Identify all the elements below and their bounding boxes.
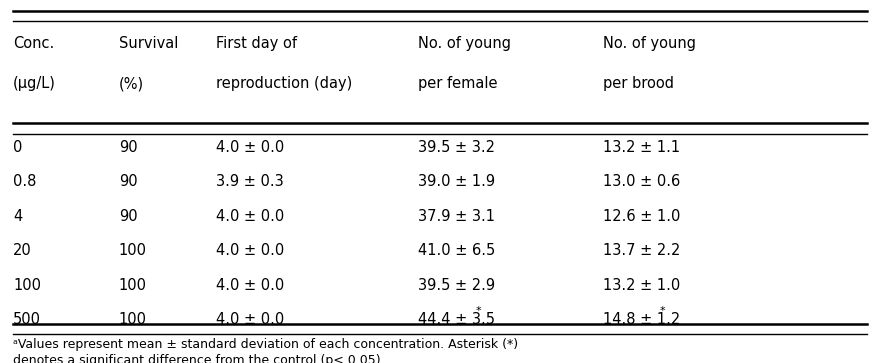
Text: denotes a significant difference from the control (p< 0.05).: denotes a significant difference from th…: [13, 354, 385, 363]
Text: 4.0 ± 0.0: 4.0 ± 0.0: [216, 140, 284, 155]
Text: 39.5 ± 3.2: 39.5 ± 3.2: [418, 140, 495, 155]
Text: 13.2 ± 1.1: 13.2 ± 1.1: [603, 140, 680, 155]
Text: ᵃValues represent mean ± standard deviation of each concentration. Asterisk (*): ᵃValues represent mean ± standard deviat…: [13, 338, 518, 351]
Text: 13.7 ± 2.2: 13.7 ± 2.2: [603, 243, 680, 258]
Text: 100: 100: [119, 278, 147, 293]
Text: 4.0 ± 0.0: 4.0 ± 0.0: [216, 243, 284, 258]
Text: (%): (%): [119, 76, 144, 91]
Text: 90: 90: [119, 174, 137, 189]
Text: 14.8 ± 1.2: 14.8 ± 1.2: [603, 312, 680, 327]
Text: 0: 0: [13, 140, 23, 155]
Text: 4.0 ± 0.0: 4.0 ± 0.0: [216, 312, 284, 327]
Text: 39.5 ± 2.9: 39.5 ± 2.9: [418, 278, 495, 293]
Text: No. of young: No. of young: [418, 36, 511, 51]
Text: 37.9 ± 3.1: 37.9 ± 3.1: [418, 209, 495, 224]
Text: 20: 20: [13, 243, 32, 258]
Text: 100: 100: [119, 312, 147, 327]
Text: 100: 100: [119, 243, 147, 258]
Text: 44.4 ± 3.5: 44.4 ± 3.5: [418, 312, 495, 327]
Text: 90: 90: [119, 209, 137, 224]
Text: 3.9 ± 0.3: 3.9 ± 0.3: [216, 174, 283, 189]
Text: 4.0 ± 0.0: 4.0 ± 0.0: [216, 209, 284, 224]
Text: 4.0 ± 0.0: 4.0 ± 0.0: [216, 278, 284, 293]
Text: *: *: [475, 306, 480, 316]
Text: 90: 90: [119, 140, 137, 155]
Text: per brood: per brood: [603, 76, 674, 91]
Text: 41.0 ± 6.5: 41.0 ± 6.5: [418, 243, 495, 258]
Text: (μg/L): (μg/L): [13, 76, 56, 91]
Text: 39.0 ± 1.9: 39.0 ± 1.9: [418, 174, 495, 189]
Text: 13.2 ± 1.0: 13.2 ± 1.0: [603, 278, 680, 293]
Text: 100: 100: [13, 278, 41, 293]
Text: per female: per female: [418, 76, 497, 91]
Text: Conc.: Conc.: [13, 36, 55, 51]
Text: Survival: Survival: [119, 36, 178, 51]
Text: reproduction (day): reproduction (day): [216, 76, 352, 91]
Text: No. of young: No. of young: [603, 36, 696, 51]
Text: 500: 500: [13, 312, 41, 327]
Text: First day of: First day of: [216, 36, 297, 51]
Text: 12.6 ± 1.0: 12.6 ± 1.0: [603, 209, 680, 224]
Text: *: *: [660, 306, 665, 316]
Text: 4: 4: [13, 209, 23, 224]
Text: 13.0 ± 0.6: 13.0 ± 0.6: [603, 174, 680, 189]
Text: 0.8: 0.8: [13, 174, 37, 189]
